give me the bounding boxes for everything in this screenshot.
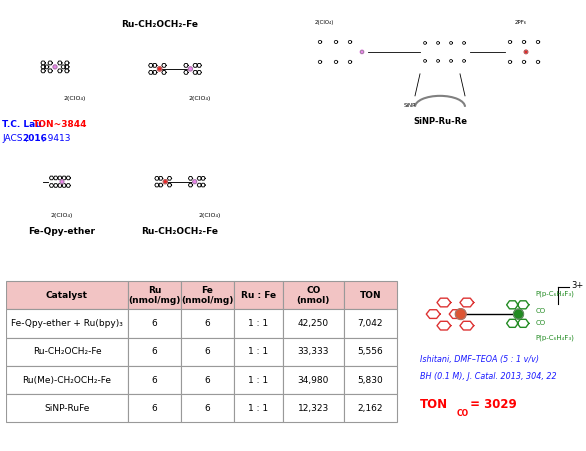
Text: P(p-C₆H₄F₃): P(p-C₆H₄F₃) xyxy=(536,335,574,341)
Text: 1 : 1: 1 : 1 xyxy=(248,347,268,356)
FancyBboxPatch shape xyxy=(344,394,397,423)
Text: Ishitani, DMF–TEOA (5 : 1 v/v): Ishitani, DMF–TEOA (5 : 1 v/v) xyxy=(420,355,539,364)
Circle shape xyxy=(163,179,167,184)
Circle shape xyxy=(524,50,528,54)
FancyBboxPatch shape xyxy=(181,281,234,309)
Text: 2(ClO₄): 2(ClO₄) xyxy=(51,213,73,218)
Text: 1 : 1: 1 : 1 xyxy=(248,319,268,328)
FancyBboxPatch shape xyxy=(128,394,181,423)
Text: , 9413: , 9413 xyxy=(42,134,70,143)
Text: = 3029: = 3029 xyxy=(466,398,517,411)
FancyBboxPatch shape xyxy=(128,338,181,366)
FancyBboxPatch shape xyxy=(344,366,397,394)
FancyBboxPatch shape xyxy=(234,394,283,423)
Circle shape xyxy=(360,50,364,54)
FancyBboxPatch shape xyxy=(6,309,128,338)
Text: TON~3844: TON~3844 xyxy=(33,120,87,129)
FancyBboxPatch shape xyxy=(6,281,128,309)
Text: 2(ClO₄): 2(ClO₄) xyxy=(189,96,211,101)
Text: Ru(Me)-CH₂OCH₂-Fe: Ru(Me)-CH₂OCH₂-Fe xyxy=(22,376,111,385)
FancyBboxPatch shape xyxy=(344,309,397,338)
Text: 6: 6 xyxy=(205,376,210,385)
FancyBboxPatch shape xyxy=(344,281,397,309)
FancyBboxPatch shape xyxy=(283,394,344,423)
Text: 2,162: 2,162 xyxy=(357,404,383,413)
Text: Fe-Qpy-ether: Fe-Qpy-ether xyxy=(29,226,96,235)
FancyBboxPatch shape xyxy=(283,309,344,338)
Text: Ru
(nmol/mg): Ru (nmol/mg) xyxy=(128,285,180,305)
Text: 7,042: 7,042 xyxy=(357,319,383,328)
Text: Fe-Qpy-ether + Ru(bpy)₃: Fe-Qpy-ether + Ru(bpy)₃ xyxy=(11,319,123,328)
Text: 6: 6 xyxy=(205,347,210,356)
Text: SiNP-Ru-Re: SiNP-Ru-Re xyxy=(413,117,467,126)
FancyBboxPatch shape xyxy=(181,309,234,338)
Text: 5,830: 5,830 xyxy=(357,376,383,385)
FancyBboxPatch shape xyxy=(344,338,397,366)
Text: BH (0.1 M), J. Catal. 2013, 304, 22: BH (0.1 M), J. Catal. 2013, 304, 22 xyxy=(420,372,557,381)
FancyBboxPatch shape xyxy=(128,309,181,338)
Text: 42,250: 42,250 xyxy=(298,319,329,328)
Text: Ru-CH₂OCH₂-Fe: Ru-CH₂OCH₂-Fe xyxy=(33,347,101,356)
FancyBboxPatch shape xyxy=(128,281,181,309)
Text: TON: TON xyxy=(420,398,448,411)
FancyBboxPatch shape xyxy=(234,366,283,394)
Text: 33,333: 33,333 xyxy=(298,347,329,356)
Text: SiNP-RuFe: SiNP-RuFe xyxy=(45,404,90,413)
Text: 1 : 1: 1 : 1 xyxy=(248,376,268,385)
Circle shape xyxy=(455,308,466,319)
FancyBboxPatch shape xyxy=(181,338,234,366)
Circle shape xyxy=(193,179,197,184)
Text: 5,556: 5,556 xyxy=(357,347,383,356)
Text: 2PF₆: 2PF₆ xyxy=(515,20,527,25)
Text: 6: 6 xyxy=(152,319,158,328)
Text: CO: CO xyxy=(536,308,546,313)
Text: T.C. Lau: T.C. Lau xyxy=(2,120,42,129)
Text: P(p-C₆H₄F₃): P(p-C₆H₄F₃) xyxy=(536,290,574,297)
Circle shape xyxy=(158,67,162,71)
Text: CO: CO xyxy=(456,409,469,418)
FancyBboxPatch shape xyxy=(234,281,283,309)
FancyBboxPatch shape xyxy=(6,366,128,394)
Text: 1 : 1: 1 : 1 xyxy=(248,404,268,413)
Text: Fe
(nmol/mg): Fe (nmol/mg) xyxy=(181,285,234,305)
FancyBboxPatch shape xyxy=(234,309,283,338)
Text: 3+: 3+ xyxy=(571,281,584,290)
Text: 2(ClO₄): 2(ClO₄) xyxy=(64,96,86,101)
FancyBboxPatch shape xyxy=(6,394,128,423)
FancyBboxPatch shape xyxy=(283,338,344,366)
Text: SiNP: SiNP xyxy=(404,103,416,108)
Text: CO: CO xyxy=(536,320,546,326)
FancyBboxPatch shape xyxy=(234,338,283,366)
Text: Ru-CH₂OCH₂-Fe: Ru-CH₂OCH₂-Fe xyxy=(141,226,219,235)
Circle shape xyxy=(53,65,57,69)
FancyBboxPatch shape xyxy=(6,338,128,366)
Text: JACS.,: JACS., xyxy=(2,134,31,143)
FancyBboxPatch shape xyxy=(128,366,181,394)
Text: Catalyst: Catalyst xyxy=(46,291,88,300)
Text: 6: 6 xyxy=(205,319,210,328)
FancyBboxPatch shape xyxy=(283,281,344,309)
Text: 2(ClO₄): 2(ClO₄) xyxy=(199,213,221,218)
FancyBboxPatch shape xyxy=(283,366,344,394)
FancyBboxPatch shape xyxy=(181,366,234,394)
Text: 6: 6 xyxy=(152,347,158,356)
Circle shape xyxy=(60,180,64,184)
Text: 6: 6 xyxy=(152,404,158,413)
Text: CO
(nmol): CO (nmol) xyxy=(297,285,330,305)
Text: TON: TON xyxy=(360,291,381,300)
Text: 2(ClO₄): 2(ClO₄) xyxy=(315,20,335,25)
Text: 2016: 2016 xyxy=(22,134,47,143)
Text: Ru-CH₂OCH₂-Fe: Ru-CH₂OCH₂-Fe xyxy=(121,20,199,29)
Circle shape xyxy=(513,309,523,319)
FancyBboxPatch shape xyxy=(181,394,234,423)
Text: 6: 6 xyxy=(152,376,158,385)
Text: Ru : Fe: Ru : Fe xyxy=(241,291,276,300)
Text: 6: 6 xyxy=(205,404,210,413)
Text: 34,980: 34,980 xyxy=(298,376,329,385)
Text: 12,323: 12,323 xyxy=(298,404,329,413)
Circle shape xyxy=(188,67,192,71)
